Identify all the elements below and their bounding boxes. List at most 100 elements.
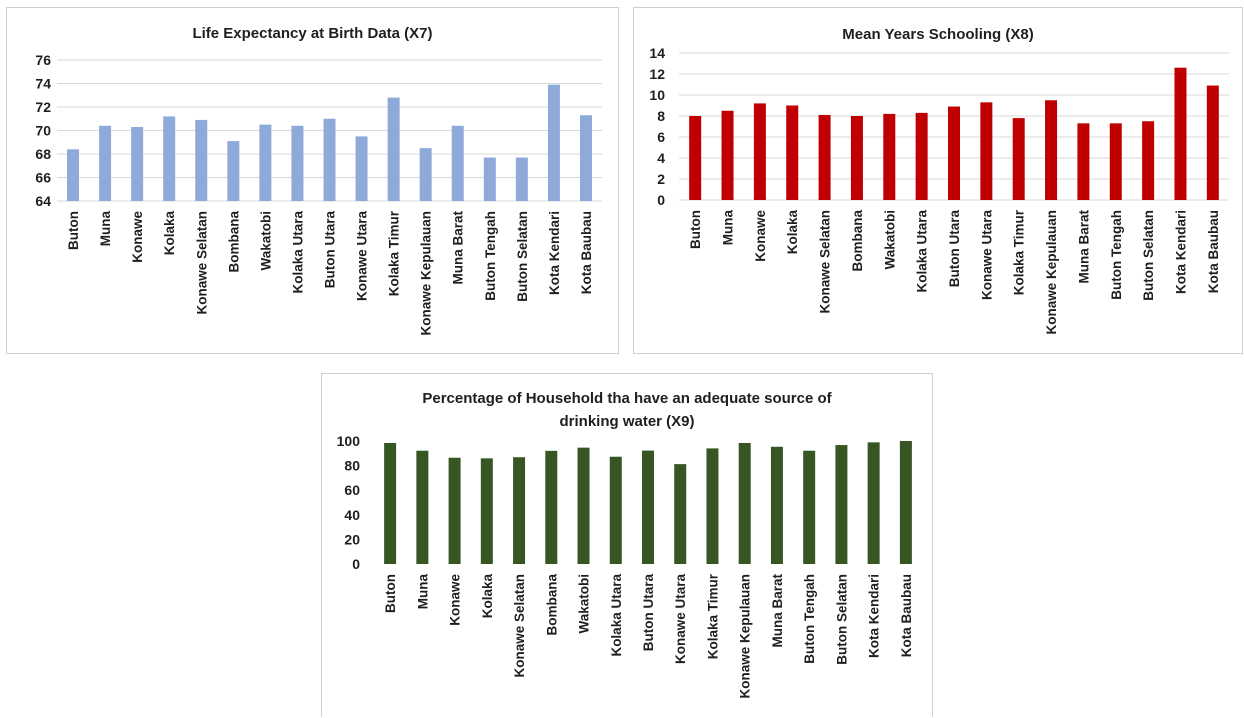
- x-category-label: Muna: [98, 211, 113, 247]
- bar: [738, 442, 751, 564]
- x-category-label: Buton Utara: [641, 574, 656, 652]
- y-tick-label: 100: [337, 433, 361, 449]
- y-tick-label: 66: [35, 170, 51, 186]
- bar: [513, 457, 526, 564]
- y-tick-label: 70: [35, 123, 51, 139]
- x-category-label: Muna Barat: [1076, 209, 1091, 283]
- chart-title: Mean Years Schooling (X8): [842, 26, 1033, 43]
- x-category-label: Konawe Kepulauan: [419, 211, 434, 336]
- x-category-label: Buton Tengah: [1109, 210, 1124, 300]
- bar: [291, 125, 304, 201]
- x-category-label: Konawe Utara: [979, 210, 994, 301]
- y-tick-label: 8: [657, 108, 665, 124]
- x-category-label: Muna Barat: [451, 210, 466, 284]
- bar: [355, 136, 368, 201]
- bar: [99, 125, 112, 201]
- bar: [480, 458, 493, 564]
- y-tick-label: 0: [352, 556, 360, 572]
- bar: [419, 148, 432, 201]
- bar: [786, 105, 799, 200]
- x-category-label: Konawe Selatan: [194, 211, 209, 315]
- y-tick-label: 12: [649, 66, 665, 82]
- bar: [1012, 118, 1025, 200]
- x-category-label: Konawe: [448, 574, 463, 626]
- x-category-label: Kolaka: [785, 210, 800, 255]
- bar: [259, 124, 272, 201]
- x-category-label: Wakatobi: [882, 210, 897, 270]
- x-category-label: Kota Kendari: [867, 574, 882, 658]
- y-tick-label: 10: [649, 87, 665, 103]
- bar: [67, 149, 80, 201]
- bar: [227, 141, 240, 201]
- x-category-label: Bombana: [850, 210, 865, 272]
- x-category-label: Kolaka: [480, 574, 495, 619]
- bar: [1077, 123, 1090, 200]
- bar: [131, 126, 144, 201]
- bar: [689, 116, 702, 200]
- x-category-label: Konawe Utara: [355, 211, 370, 302]
- chart-panel-mean-years-schooling: Mean Years Schooling (X8) 0 2 4 6 8 10 12 14 Buto…: [633, 7, 1243, 354]
- bar: [835, 445, 848, 564]
- x-category-label: Buton Selatan: [834, 574, 849, 665]
- y-tick-label: 64: [35, 193, 51, 209]
- x-category-label: Muna: [721, 210, 736, 246]
- bar: [387, 97, 400, 201]
- bar: [451, 125, 464, 201]
- bar: [642, 450, 654, 564]
- bar: [706, 448, 719, 564]
- y-tick-label: 2: [657, 171, 665, 187]
- bar: [674, 464, 687, 564]
- bar: [883, 113, 896, 200]
- y-tick-label: 76: [35, 52, 51, 68]
- bar: [323, 118, 336, 201]
- x-category-label: Kolaka Timur: [705, 573, 720, 659]
- x-category-label: Kolaka Utara: [290, 211, 305, 294]
- x-category-label: Wakatobi: [577, 574, 592, 634]
- x-category-label: Kolaka Utara: [609, 574, 624, 657]
- bar: [899, 441, 912, 564]
- chart-panel-life-expectancy: Life Expectancy at Birth Data (X7) 64 66 68…: [6, 7, 619, 354]
- bar: [547, 84, 560, 201]
- x-category-label: Buton Selatan: [1141, 210, 1156, 301]
- x-category-label: Muna Barat: [770, 573, 785, 647]
- bar: [1045, 100, 1058, 200]
- bar: [850, 116, 863, 200]
- x-category-label: Buton: [383, 574, 398, 613]
- bar: [1109, 123, 1122, 200]
- bar: [948, 106, 960, 200]
- y-tick-label: 80: [344, 458, 360, 474]
- x-category-label: Kota Baubau: [579, 211, 594, 294]
- bar: [1174, 67, 1187, 200]
- bar: [1142, 121, 1155, 200]
- x-category-label: Buton Utara: [947, 210, 962, 288]
- bar: [416, 450, 429, 564]
- x-category-label: Muna: [415, 574, 430, 610]
- y-tick-label: 0: [657, 192, 665, 208]
- x-category-label: Kota Kendari: [547, 211, 562, 295]
- x-category-label: Kolaka: [162, 211, 177, 256]
- x-category-label: Konawe Utara: [673, 574, 688, 665]
- x-category-label: Kota Baubau: [1206, 210, 1221, 293]
- y-tick-label: 6: [657, 129, 665, 145]
- y-tick-label: 72: [35, 99, 51, 115]
- chart-title: Percentage of Household tha have an adeq…: [422, 390, 832, 407]
- chart-panel-drinking-water: Percentage of Household tha have an adeq…: [321, 373, 933, 717]
- x-category-label: Buton Utara: [323, 211, 338, 289]
- y-tick-label: 60: [344, 482, 360, 498]
- y-tick-label: 68: [35, 146, 51, 162]
- y-tick-label: 4: [657, 150, 665, 166]
- bar: [803, 450, 816, 564]
- bar: [577, 447, 590, 564]
- x-category-label: Wakatobi: [258, 211, 273, 271]
- bar: [384, 442, 397, 564]
- x-category-label: Konawe Selatan: [818, 210, 833, 314]
- bar: [195, 119, 208, 201]
- bar: [448, 457, 461, 564]
- chart-title: Life Expectancy at Birth Data (X7): [192, 25, 432, 42]
- x-category-label: Konawe Kepulauan: [738, 574, 753, 699]
- y-tick-label: 40: [344, 507, 360, 523]
- y-tick-label: 20: [344, 531, 360, 547]
- bar: [915, 112, 928, 200]
- x-category-label: Buton: [688, 210, 703, 249]
- chart-title: drinking water (X9): [559, 413, 694, 430]
